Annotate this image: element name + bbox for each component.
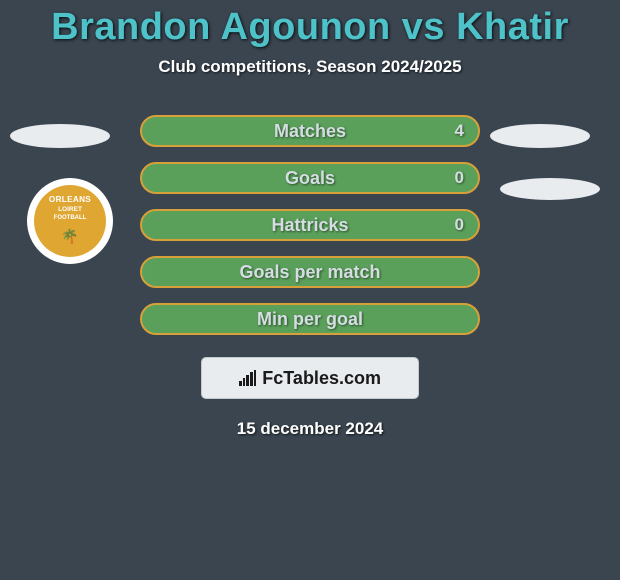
stat-label: Goals per match (239, 262, 380, 283)
subtitle: Club competitions, Season 2024/2025 (158, 57, 461, 77)
stat-value: 0 (455, 215, 464, 235)
stat-row: Goals per match (140, 256, 480, 288)
palm-icon: 🌴 (61, 229, 78, 243)
bar-chart-icon (239, 370, 256, 386)
brand-text: FcTables.com (262, 368, 381, 389)
content-container: Brandon Agounon vs Khatir Club competiti… (0, 0, 620, 580)
badge-line1: ORLEANS (49, 196, 91, 204)
stat-row: Hattricks 0 (140, 209, 480, 241)
stat-value: 0 (455, 168, 464, 188)
stat-row: Min per goal (140, 303, 480, 335)
footer-date: 15 december 2024 (237, 419, 384, 439)
badge-line3: FOOTBALL (54, 215, 87, 221)
stat-label: Min per goal (257, 309, 363, 330)
stat-row: Goals 0 (140, 162, 480, 194)
brand-box: FcTables.com (201, 357, 419, 399)
badge-line2: LOIRET (58, 207, 82, 214)
stat-label: Matches (274, 121, 346, 142)
avatar-placeholder-left (10, 124, 110, 148)
stat-label: Goals (285, 168, 335, 189)
club-badge: ORLEANS LOIRET FOOTBALL 🌴 (27, 178, 113, 264)
stat-value: 4 (455, 121, 464, 141)
stat-label: Hattricks (271, 215, 348, 236)
stat-row: Matches 4 (140, 115, 480, 147)
club-badge-inner: ORLEANS LOIRET FOOTBALL 🌴 (34, 185, 106, 257)
page-title: Brandon Agounon vs Khatir (51, 6, 569, 49)
stats-table: Matches 4 Goals 0 Hattricks 0 Goals per … (140, 115, 480, 335)
avatar-placeholder-right (490, 124, 590, 148)
avatar-placeholder-right2 (500, 178, 600, 200)
